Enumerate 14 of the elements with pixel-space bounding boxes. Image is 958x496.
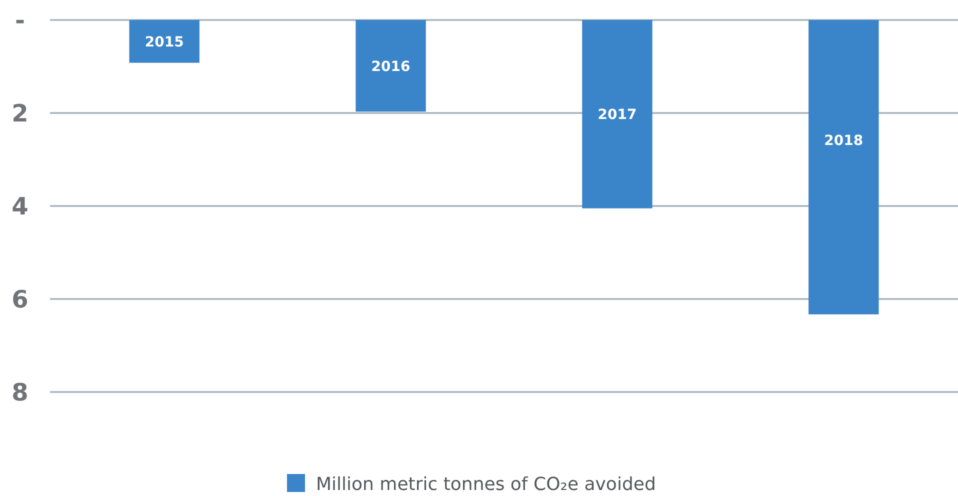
y-tick-label: - [15,6,25,35]
bar [129,20,200,63]
y-tick-label: 8 [12,378,28,407]
x-tick-label: 2016 [371,58,410,75]
bar [808,20,879,314]
y-tick-label: 4 [12,192,28,221]
bar [356,20,426,112]
legend-label: Million metric tonnes of CO₂e avoided [316,474,656,495]
y-tick-label: 2 [12,100,28,128]
bar [582,20,652,208]
x-tick-label: 2017 [598,107,637,124]
y-tick-label: 6 [12,286,28,314]
x-tick-label: 2015 [144,34,184,50]
x-tick-label: 2018 [824,133,864,150]
